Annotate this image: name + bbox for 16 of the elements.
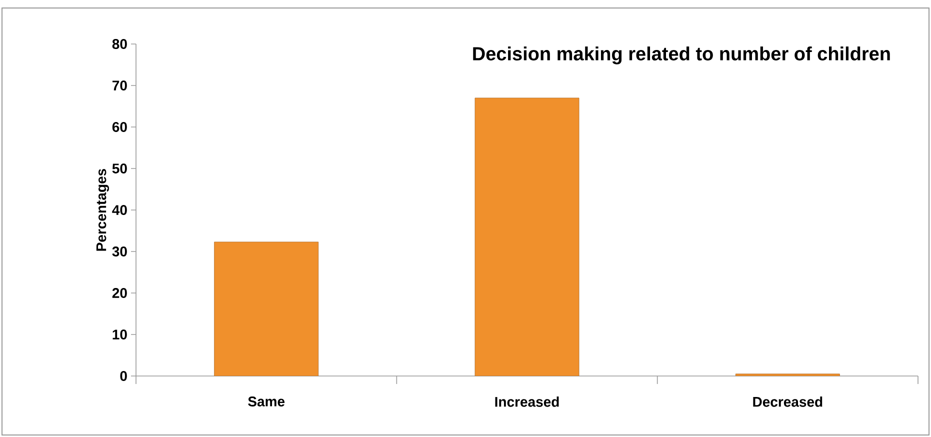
- y-tick-label: 70: [112, 80, 127, 90]
- bar: [214, 242, 319, 376]
- x-tick-label: Same: [248, 396, 285, 406]
- y-tick-label: 40: [112, 205, 127, 215]
- bar: [474, 98, 580, 376]
- y-tick-label: 20: [112, 288, 127, 298]
- y-tick-label: 80: [112, 39, 127, 49]
- y-axis-title: Percentages: [96, 168, 110, 251]
- x-tick-label: Decreased: [753, 396, 822, 407]
- y-tick-label: 0: [120, 371, 127, 381]
- y-tick-label: 10: [112, 330, 127, 340]
- y-tick-label: 30: [112, 246, 127, 256]
- chart-title: Decision making related to number of children: [473, 46, 890, 64]
- y-tick-label: 60: [112, 122, 127, 132]
- x-tick-label: Increased: [495, 396, 559, 407]
- y-tick-label: 50: [112, 164, 127, 174]
